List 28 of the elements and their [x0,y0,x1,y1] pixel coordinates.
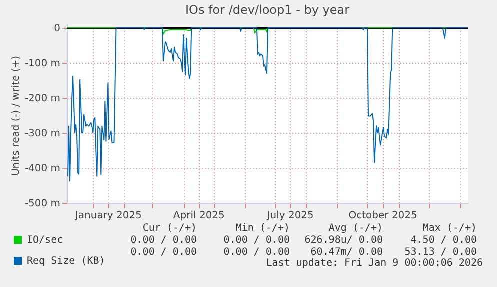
legend-label: IO/sec [27,235,64,246]
chart-title: IOs for /dev/loop1 - by year [185,3,350,17]
text: 0.00 / 0.00 [224,235,290,246]
y-tick-label: -100 m [24,58,60,70]
text: Min (-/+) [236,223,290,234]
text: 0.00 / 0.00 [224,247,290,258]
y-axis-title: Units read (-) / write (+) [10,56,22,176]
text: 60.47m/ 0.00 [310,247,383,258]
text: Cur (-/+) [142,223,197,234]
legend-label: Req Size (KB) [27,256,106,267]
y-tick-label: -300 m [24,128,60,140]
text: 626.98u/ 0.00 [304,235,383,246]
text: Avg (-/+) [328,223,383,234]
line-series [68,28,468,182]
x-tick-label: January 2025 [74,210,142,222]
x-tick-label: July 2025 [266,210,314,222]
x-tick-label: October 2025 [348,210,418,222]
text: 4.50 / 0.00 [410,235,477,246]
text: Max (-/+) [422,223,477,234]
x-tick-label: April 2025 [173,210,225,222]
y-tick-label: -200 m [24,94,60,104]
y-tick-label: -500 m [24,198,60,210]
text: 0.00 / 0.00 [130,247,197,258]
y-tick-label: 0 [54,24,60,34]
text: Last update: Fri Jan 9 00:00:06 2026 [266,258,483,269]
y-tick-label: -400 m [24,164,60,174]
text: 0.00 / 0.00 [130,235,197,246]
text: 53.13 / 0.00 [404,247,477,258]
